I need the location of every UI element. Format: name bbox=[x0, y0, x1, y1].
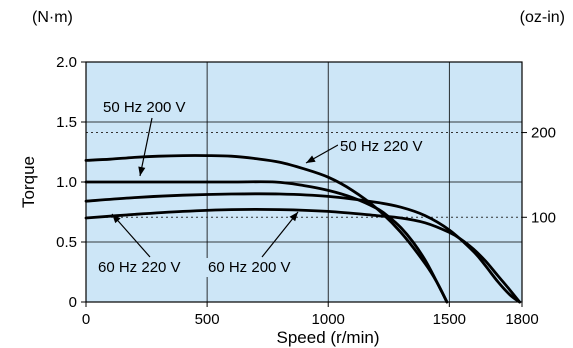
y-axis-title: Torque bbox=[19, 156, 38, 208]
y-tick-label: 1.0 bbox=[56, 174, 77, 191]
y-tick-label: 0.5 bbox=[56, 234, 77, 251]
annotation-arrowhead-60-hz-200-v bbox=[289, 212, 298, 222]
annotation-label-bg-50-hz-220-v bbox=[338, 137, 425, 156]
y-tick-label: 2.0 bbox=[56, 54, 77, 71]
series-line-60-hz-200-v bbox=[84, 207, 521, 304]
x-tick-label: 1000 bbox=[312, 311, 345, 328]
annotation-arrowhead-60-hz-220-v bbox=[112, 214, 121, 224]
x-tick-label: 0 bbox=[82, 311, 90, 328]
left-unit-label: (N·m) bbox=[32, 9, 73, 26]
annotation-label-60-hz-200-v: 60 Hz 200 V bbox=[208, 259, 291, 276]
annotation-arrow-60-hz-200-v bbox=[261, 211, 299, 258]
right-tick-label: 200 bbox=[531, 125, 556, 142]
annotation-arrow-60-hz-220-v bbox=[111, 213, 151, 258]
x-tick-label: 1500 bbox=[433, 311, 466, 328]
annotation-arrowhead-50-hz-220-v bbox=[306, 155, 316, 163]
annotation-label-60-hz-220-v: 60 Hz 220 V bbox=[98, 259, 181, 276]
annotation-label-bg-50-hz-200-v bbox=[101, 98, 188, 117]
annotation-label-50-hz-220-v: 50 Hz 220 V bbox=[340, 138, 423, 155]
x-axis-title: Speed (r/min) bbox=[277, 328, 380, 347]
series-line-50-hz-200-v bbox=[84, 180, 449, 304]
y-tick-label: 1.5 bbox=[56, 114, 77, 131]
series-line-60-hz-220-v bbox=[84, 192, 521, 304]
annotation-label-bg-60-hz-200-v bbox=[206, 258, 293, 277]
annotation-arrowhead-50-hz-200-v bbox=[138, 166, 146, 176]
series-line-50-hz-220-v bbox=[84, 154, 449, 304]
right-tick-label: 100 bbox=[531, 209, 556, 226]
annotation-label-50-hz-200-v: 50 Hz 200 V bbox=[103, 99, 186, 116]
y-tick-label: 0 bbox=[69, 294, 77, 311]
x-tick-label: 500 bbox=[195, 311, 220, 328]
right-unit-label: (oz-in) bbox=[520, 9, 565, 26]
annotation-label-bg-60-hz-220-v bbox=[96, 258, 183, 277]
annotation-arrow-50-hz-200-v bbox=[139, 117, 153, 177]
x-tick-label: 1800 bbox=[505, 311, 538, 328]
